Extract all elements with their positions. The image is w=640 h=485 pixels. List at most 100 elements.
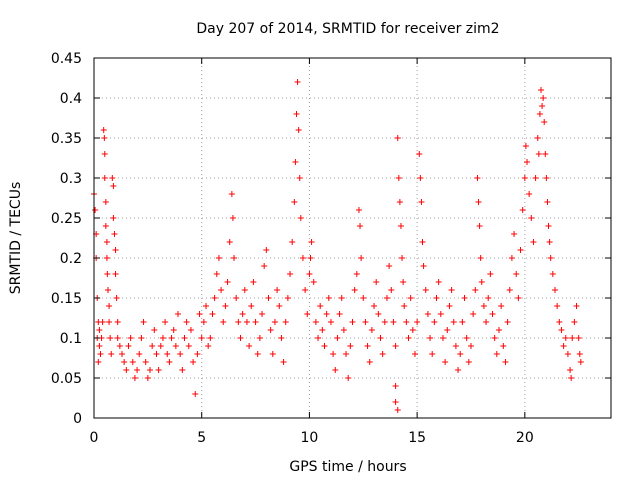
data-point — [192, 391, 199, 397]
data-point — [397, 223, 404, 229]
data-point — [237, 335, 244, 341]
data-point — [416, 151, 423, 157]
data-point — [106, 319, 113, 325]
data-point — [571, 319, 578, 325]
data-point — [151, 327, 158, 333]
data-point — [575, 335, 582, 341]
data-point — [431, 319, 438, 325]
data-point — [332, 367, 339, 373]
data-point — [546, 239, 553, 245]
data-point — [347, 343, 354, 349]
data-point — [459, 319, 466, 325]
data-point — [102, 223, 109, 229]
data-point — [394, 135, 401, 141]
data-point — [392, 343, 399, 349]
data-point — [168, 335, 175, 341]
data-point — [480, 303, 487, 309]
data-point — [246, 343, 253, 349]
data-point — [452, 343, 459, 349]
data-point — [101, 175, 108, 181]
data-point — [149, 343, 156, 349]
data-point — [371, 303, 378, 309]
x-tick-label: 20 — [516, 430, 534, 446]
data-point — [261, 263, 268, 269]
data-point — [418, 199, 425, 205]
data-point — [373, 279, 380, 285]
y-tick-label: 0.4 — [60, 91, 82, 107]
data-point — [215, 255, 222, 261]
data-point — [388, 287, 395, 293]
data-point — [265, 295, 272, 301]
data-point — [95, 359, 102, 365]
data-point — [420, 263, 427, 269]
data-point — [537, 87, 544, 93]
y-tick-label: 0.45 — [51, 51, 82, 67]
data-point — [100, 127, 107, 133]
data-point — [282, 319, 289, 325]
data-point — [323, 311, 330, 317]
data-point — [576, 351, 583, 357]
y-axis-label: SRMTID / TECUs — [8, 182, 24, 295]
data-point — [308, 239, 315, 245]
data-point — [218, 287, 225, 293]
data-point — [310, 279, 317, 285]
data-point — [569, 335, 576, 341]
data-point — [164, 351, 171, 357]
data-point — [435, 279, 442, 285]
data-point — [274, 287, 281, 293]
data-point — [287, 271, 294, 277]
data-point — [353, 271, 360, 277]
data-point — [101, 151, 108, 157]
data-point — [364, 343, 371, 349]
data-point — [407, 295, 414, 301]
data-point — [108, 351, 115, 357]
data-point — [400, 279, 407, 285]
data-point — [383, 295, 390, 301]
data-point — [577, 359, 584, 365]
data-point — [170, 327, 177, 333]
data-point — [340, 327, 347, 333]
data-point — [477, 255, 484, 261]
data-point — [228, 191, 235, 197]
data-point — [504, 319, 511, 325]
data-point — [450, 319, 457, 325]
data-point — [379, 351, 386, 357]
data-point — [296, 175, 303, 181]
data-point — [231, 255, 238, 261]
data-point — [500, 343, 507, 349]
y-tick-label: 0 — [73, 411, 82, 427]
data-point — [439, 335, 446, 341]
data-point — [437, 311, 444, 317]
data-point — [325, 295, 332, 301]
data-point — [97, 351, 104, 357]
data-point — [506, 287, 513, 293]
data-point — [417, 175, 424, 181]
data-point — [536, 111, 543, 117]
data-point — [545, 223, 552, 229]
data-point — [424, 311, 431, 317]
x-axis-label: GPS time / hours — [289, 459, 406, 475]
data-point — [198, 335, 205, 341]
data-point — [280, 359, 287, 365]
data-point — [144, 375, 151, 381]
data-point — [235, 319, 242, 325]
data-point — [291, 199, 298, 205]
data-point — [256, 335, 263, 341]
axis-ticks — [93, 57, 611, 419]
chart-title: Day 207 of 2014, SRMTID for receiver zim… — [196, 21, 499, 37]
data-point — [187, 327, 194, 333]
data-point — [539, 103, 546, 109]
data-point — [564, 351, 571, 357]
data-point — [330, 351, 337, 357]
data-point — [392, 399, 399, 405]
data-point — [177, 351, 184, 357]
data-point — [207, 335, 214, 341]
data-point — [542, 151, 549, 157]
data-point — [519, 207, 526, 213]
data-point — [92, 207, 99, 213]
data-point — [470, 311, 477, 317]
data-point — [289, 239, 296, 245]
data-point — [422, 287, 429, 293]
data-point — [263, 247, 270, 253]
data-point — [375, 311, 382, 317]
